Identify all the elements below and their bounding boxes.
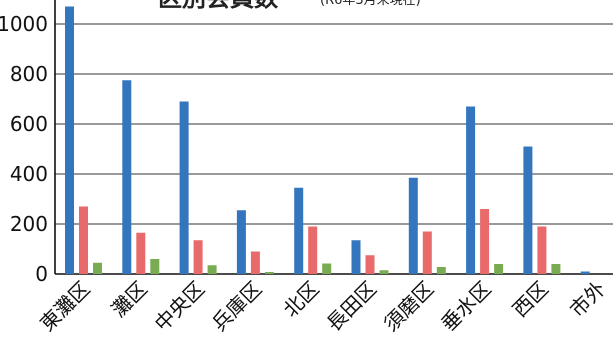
y-axis-ticks: 0 200 400 600 800 1000 [0,12,48,286]
chart-title: 区別会員数 [158,0,279,12]
x-tick-label: 西区 [508,277,553,322]
bar [93,262,102,274]
y-tick-label: 800 [10,62,48,86]
bar [537,226,547,274]
x-tick-label: 兵庫区 [207,277,266,336]
bar [294,187,304,274]
bar [580,271,590,274]
bar [551,264,561,274]
gridlines [54,0,613,275]
bar [236,210,246,274]
bar [466,106,476,274]
bar [122,80,132,274]
bar [264,272,274,274]
bar [494,264,504,274]
bar [379,270,389,274]
bar [408,177,418,274]
y-tick-label: 1000 [0,12,48,36]
x-tick-label: 中央区 [150,277,209,336]
x-tick-label: 長田区 [322,277,381,336]
bar [136,232,146,274]
chart-subtitle: (R6年3月末現在) [320,0,421,8]
bar [79,206,88,274]
bar [250,251,260,274]
y-tick-label: 200 [10,212,48,236]
y-tick-label: 0 [35,262,48,286]
bar [322,263,332,274]
bar [193,240,203,274]
bar [480,209,490,274]
bar [436,267,446,274]
bar [365,255,375,274]
bar [308,226,318,274]
bar [150,259,160,274]
x-tick-label: 須磨区 [379,277,438,336]
bar [523,146,533,274]
bar [422,231,432,274]
y-tick-label: 400 [10,162,48,186]
x-tick-label: 灘区 [107,277,152,322]
x-tick-label: 市外 [565,277,610,322]
bar [351,240,361,274]
x-tick-label: 垂水区 [436,277,495,336]
bar [179,101,189,274]
title-backdrop [150,0,480,14]
x-tick-label: 北区 [278,277,323,322]
y-tick-label: 600 [10,112,48,136]
bars [65,6,590,274]
bar [207,265,217,274]
bar [65,6,74,274]
